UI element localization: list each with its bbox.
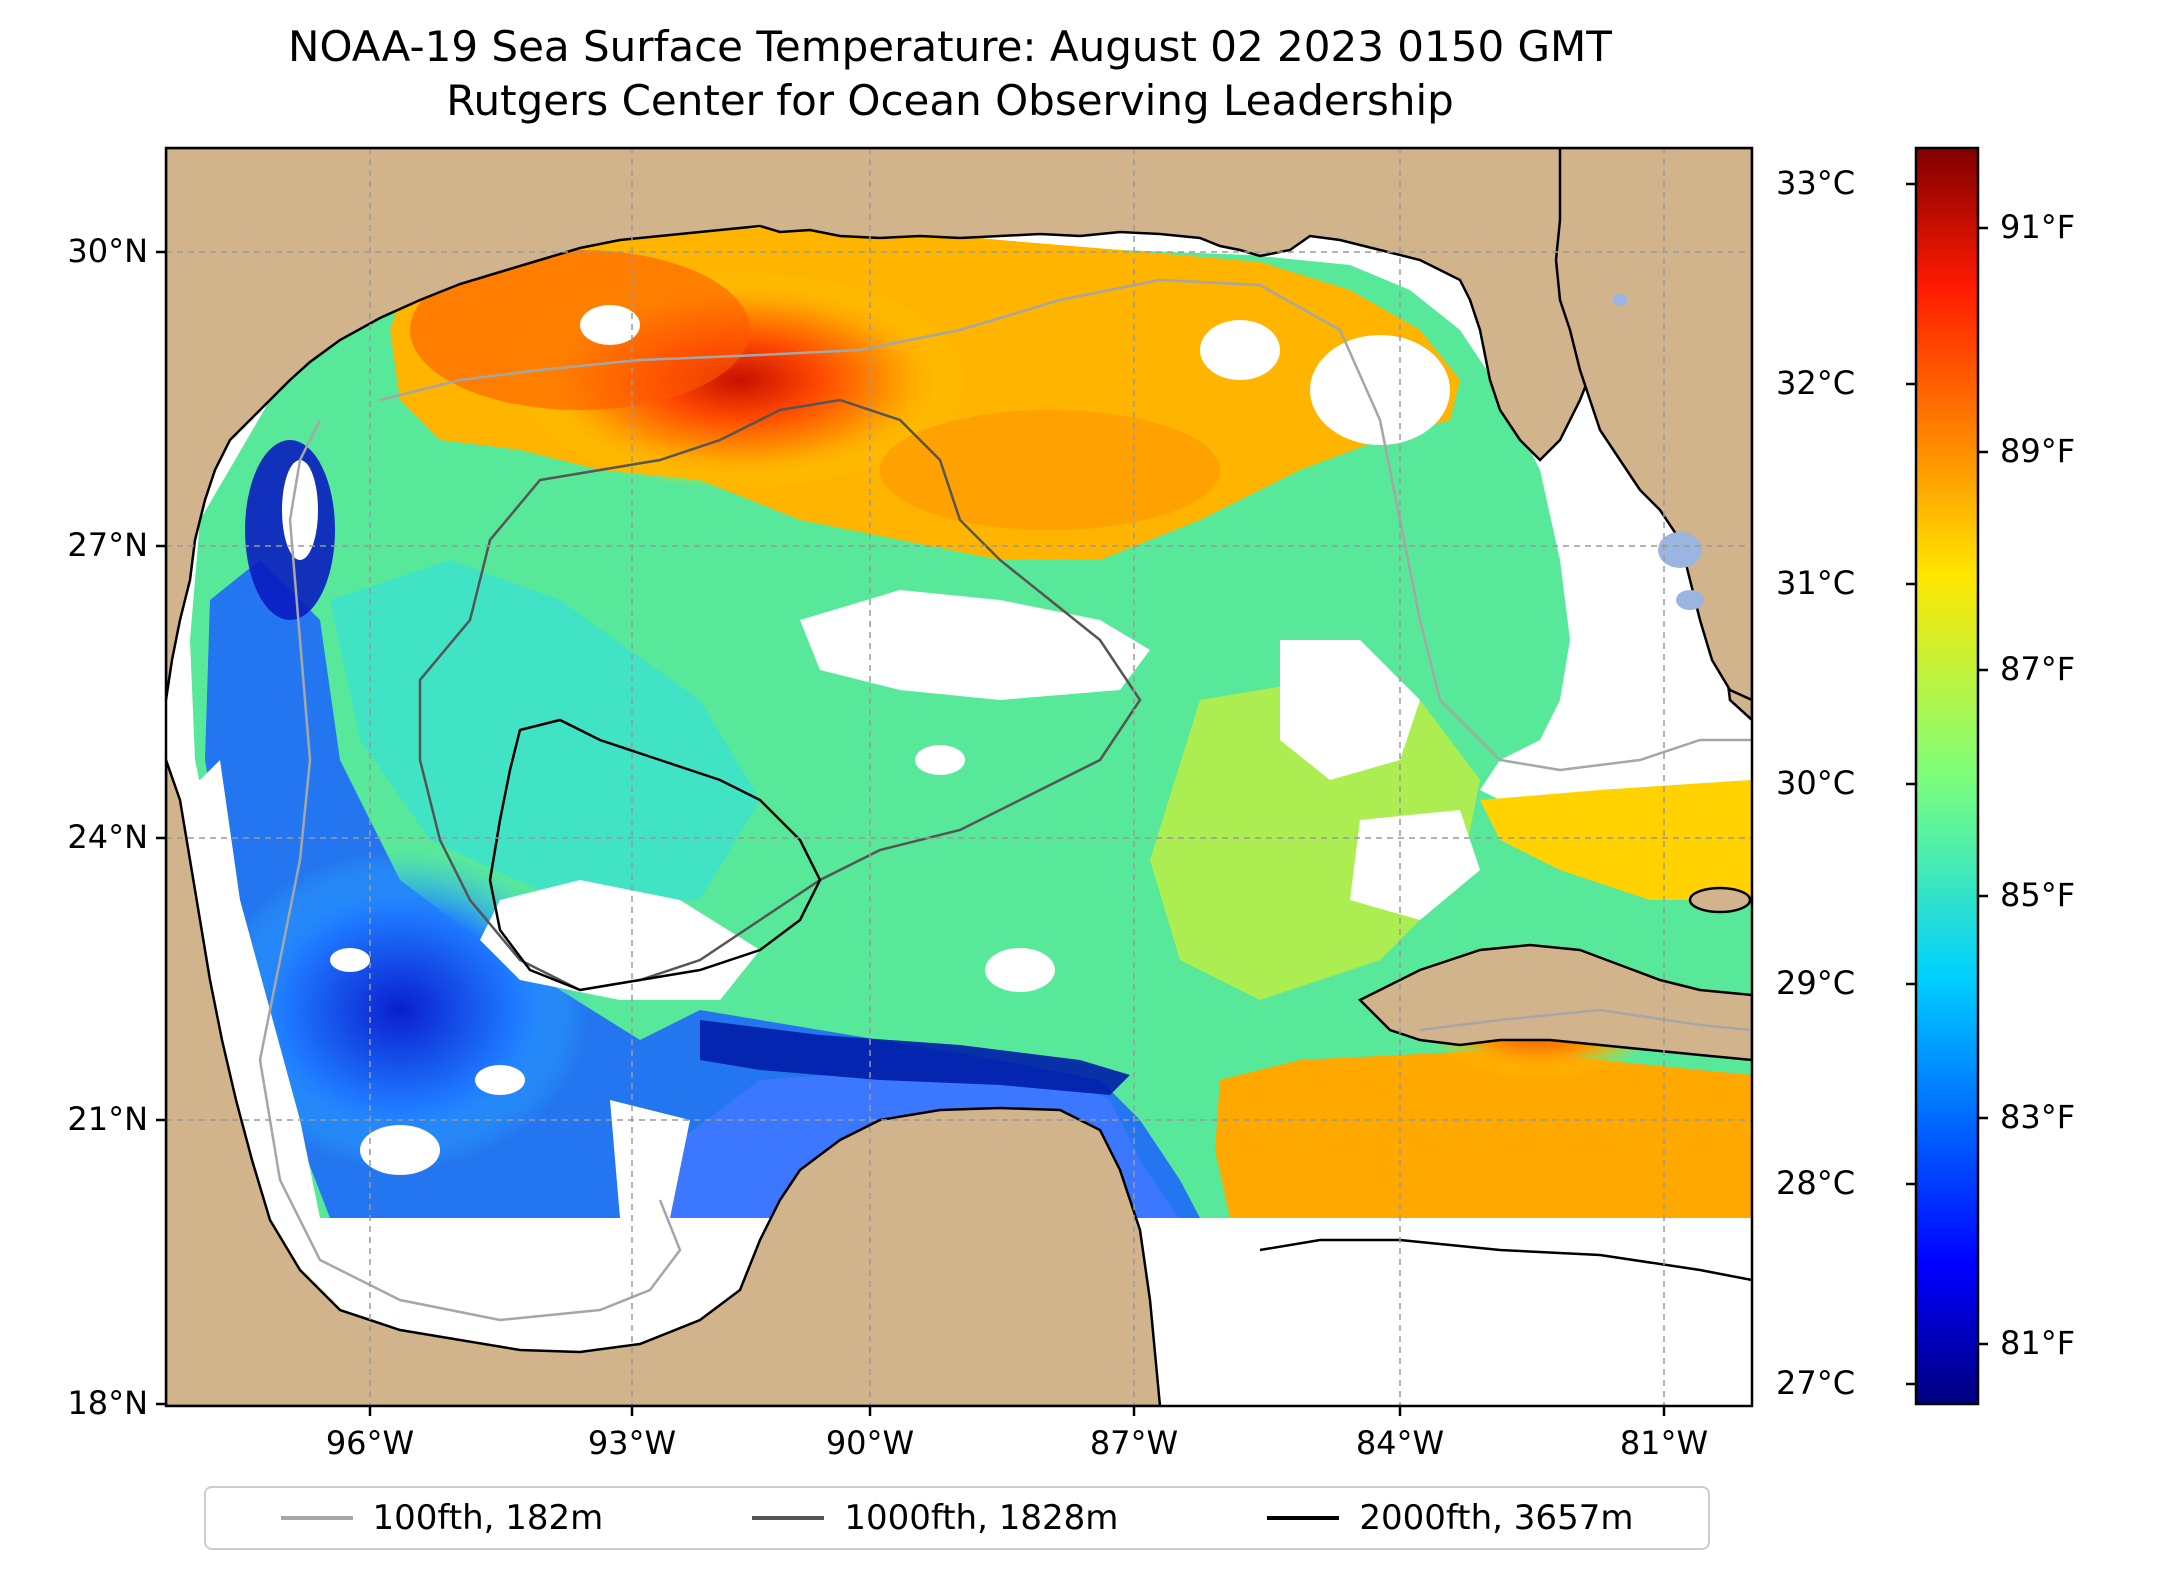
cb-fahrenheit-87: 87°F [2000,650,2076,688]
cb-fahrenheit-91: 91°F [2000,208,2076,246]
lat-label-24n: 24°N [67,818,148,856]
sst-florida-straits [1480,780,1752,900]
lon-label-84w: 84°W [1355,1424,1445,1462]
axis-ticks [156,250,1666,1416]
lon-label-81w: 81°W [1619,1424,1709,1462]
lat-label-27n: 27°N [67,526,148,564]
sst-aqua [330,560,760,900]
map-area [166,148,1752,1406]
cb-fahrenheit-89: 89°F [2000,432,2076,470]
colorbar [1914,146,1980,1406]
sst-warm-caribbean [1215,1050,1752,1218]
lat-label-18n: 18°N [67,1384,148,1422]
contour-1000fth [418,398,1142,992]
colorbar-ticks [1906,182,1988,1386]
cloud-gaps [166,305,1480,1218]
legend-label-1000fth: 1000fth, 1828m [844,1498,1119,1538]
cb-celsius-31: 31°C [1776,564,1856,602]
lon-label-90w: 90°W [825,1424,915,1462]
lon-label-87w: 87°W [1089,1424,1179,1462]
legend-item-1000fth: 1000fth, 1828m [752,1498,1118,1538]
lon-label-96w: 96°W [325,1424,415,1462]
sst-warm-east [880,410,1220,530]
lat-label-30n: 30°N [67,232,148,270]
lakes [1612,294,1704,610]
legend-swatch-100fth [280,1516,353,1520]
legend-item-2000fth: 2000fth, 3657m [1267,1498,1633,1538]
cb-fahrenheit-85: 85°F [2000,876,2076,914]
cb-celsius-33: 33°C [1776,164,1856,202]
cb-fahrenheit-81: 81°F [2000,1324,2076,1362]
figure-title: NOAA-19 Sea Surface Temperature: August … [288,22,1612,71]
cb-celsius-28: 28°C [1776,1164,1856,1202]
sst-cold-bank [700,1020,1130,1095]
cb-celsius-29: 29°C [1776,964,1856,1002]
legend-swatch-2000fth [1267,1516,1340,1520]
gridlines [166,148,1752,1406]
cb-celsius-30: 30°C [1776,764,1856,802]
cb-fahrenheit-83: 83°F [2000,1098,2076,1136]
map-frame [164,146,1754,1408]
cb-celsius-27: 27°C [1776,1364,1856,1402]
land-cuba [1357,943,1752,1062]
lon-label-93w: 93°W [587,1424,677,1462]
lat-label-21n: 21°N [67,1100,148,1138]
legend-item-100fth: 100fth, 182m [280,1498,604,1538]
legend-label-2000fth: 2000fth, 3657m [1359,1498,1634,1538]
legend-label-100fth: 100fth, 182m [372,1498,604,1538]
contour-2000fth [488,718,1752,1282]
land-florida [1554,148,1752,702]
figure-subtitle: Rutgers Center for Ocean Observing Leade… [446,76,1454,125]
bathymetry-contours [258,278,1752,1322]
legend-swatch-1000fth [752,1516,825,1520]
land-mexico [166,759,1162,1406]
cb-celsius-32: 32°C [1776,364,1856,402]
land [166,148,1752,1406]
sst-hot-west [410,250,750,410]
contour-legend: 100fth, 182m 1000fth, 1828m 2000fth, 365… [204,1486,1710,1550]
